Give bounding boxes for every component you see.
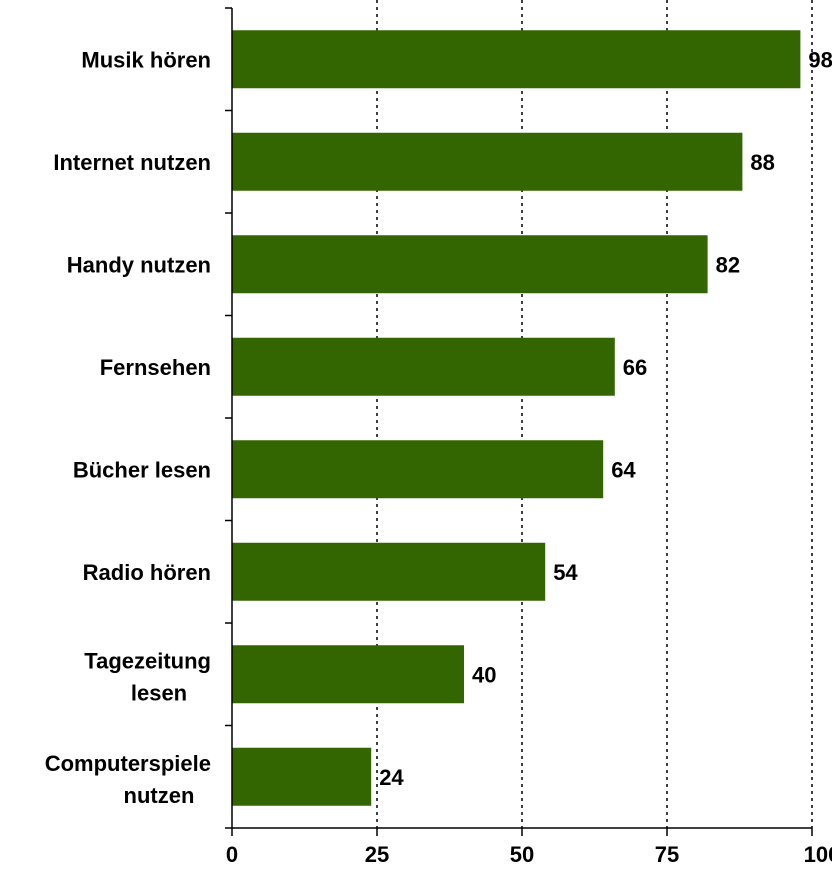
- axes: [225, 7, 813, 836]
- value-label-3: 82: [716, 252, 740, 277]
- x-tick-label-25: 25: [365, 842, 389, 867]
- bar-3: [232, 235, 708, 294]
- x-tick-label-75: 75: [655, 842, 679, 867]
- labels: 98 Musik hören 88 Internet nutzen 82 Handy nu…: [45, 47, 832, 867]
- x-tick-label-0: 0: [226, 842, 238, 867]
- category-label-3: Handy nutzen: [67, 252, 211, 277]
- category-label-1: Musik hören: [81, 47, 211, 72]
- bar-2: [232, 132, 743, 191]
- value-label-4: 66: [623, 355, 647, 380]
- bar-7: [232, 645, 464, 704]
- bars: [232, 30, 801, 806]
- bar-8: [232, 747, 372, 806]
- value-label-2: 88: [750, 150, 774, 175]
- gridlines: [376, 0, 813, 828]
- category-label-4: Fernsehen: [100, 355, 211, 380]
- x-tick-label-100: 100: [804, 842, 832, 867]
- category-label-5: Bücher lesen: [73, 457, 211, 482]
- bar-5: [232, 440, 604, 499]
- value-label-1: 98: [808, 47, 832, 72]
- bar-1: [232, 30, 801, 89]
- value-label-8: 24: [379, 765, 404, 790]
- category-label-2: Internet nutzen: [53, 150, 211, 175]
- value-label-6: 54: [553, 560, 578, 585]
- bar-6: [232, 542, 546, 601]
- category-label-7: Tagezeitung lesen: [84, 648, 211, 705]
- value-label-7: 40: [472, 662, 496, 687]
- value-label-5: 64: [611, 457, 636, 482]
- bar-4: [232, 337, 615, 396]
- category-label-8: Computerspiele nutzen: [45, 751, 211, 808]
- x-tick-label-50: 50: [510, 842, 534, 867]
- category-label-6: Radio hören: [83, 560, 211, 585]
